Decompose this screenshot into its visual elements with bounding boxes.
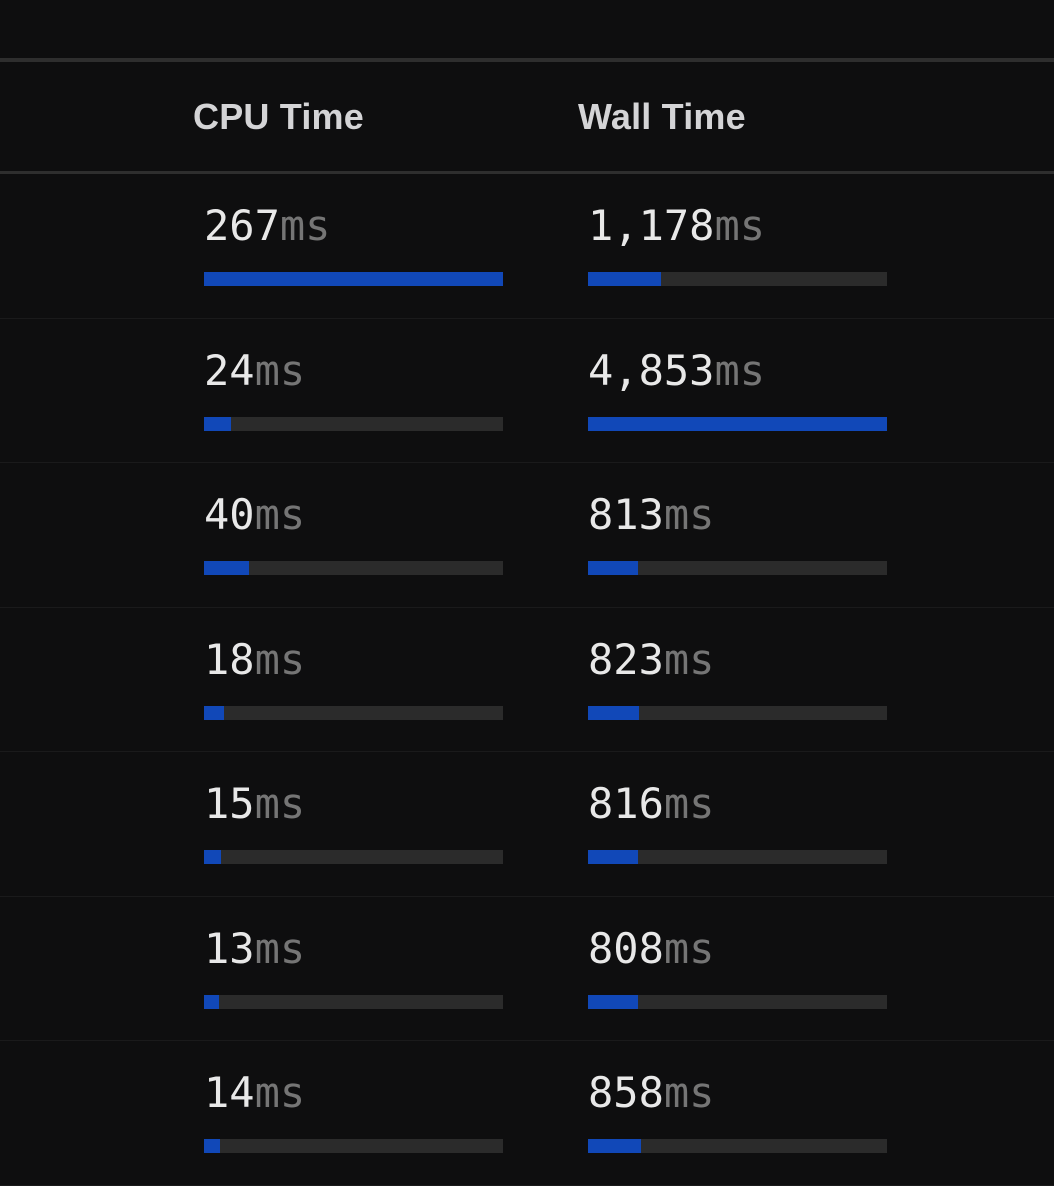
cpu-time-cell: 24ms	[204, 346, 588, 431]
cpu-time-bar-fill	[204, 272, 503, 286]
cpu-time-unit: ms	[254, 779, 306, 828]
wall-time-unit: ms	[714, 201, 766, 250]
cpu-time-number: 24	[204, 345, 255, 395]
wall-time-number: 1,178	[588, 201, 715, 250]
cpu-time-unit: ms	[254, 490, 306, 539]
wall-time-value: 4,853ms	[588, 346, 972, 396]
wall-time-unit: ms	[663, 490, 715, 539]
wall-time-bar-fill	[588, 416, 887, 431]
wall-time-value: 816ms	[588, 779, 972, 829]
wall-time-bar-fill	[588, 994, 638, 1009]
cpu-time-bar-fill	[204, 561, 249, 575]
wall-time-unit: ms	[663, 779, 715, 828]
cpu-time-value: 18ms	[204, 635, 588, 685]
table-row: 15ms 816ms	[0, 752, 1054, 897]
wall-time-number: 808	[588, 923, 664, 973]
wall-time-cell: 816ms	[588, 779, 972, 864]
wall-time-value: 808ms	[588, 924, 972, 974]
wall-time-bar-fill	[588, 1139, 641, 1153]
cpu-time-bar-track	[204, 850, 503, 864]
cpu-time-cell: 267ms	[204, 201, 588, 286]
wall-time-bar-fill	[588, 561, 639, 575]
wall-time-bar-fill	[588, 850, 639, 864]
cpu-time-number: 13	[204, 923, 255, 973]
cpu-time-bar-fill	[204, 850, 221, 864]
wall-time-value: 823ms	[588, 635, 972, 685]
wall-time-bar-track	[588, 272, 887, 286]
cpu-time-value: 13ms	[204, 924, 588, 974]
cpu-time-bar-fill	[204, 705, 225, 720]
table-header-row: CPU Time Wall Time	[0, 62, 1054, 174]
cpu-time-number: 15	[204, 779, 255, 828]
wall-time-value: 813ms	[588, 490, 972, 540]
wall-time-bar-track	[588, 416, 887, 431]
cpu-time-cell: 18ms	[204, 635, 588, 720]
wall-time-bar-fill	[588, 272, 661, 286]
wall-time-number: 823	[588, 634, 664, 684]
wall-time-value: 1,178ms	[588, 201, 972, 251]
wall-time-number: 816	[588, 779, 664, 828]
cpu-time-cell: 13ms	[204, 924, 588, 1009]
wall-time-unit: ms	[663, 634, 715, 684]
column-header-cpu-time[interactable]: CPU Time	[193, 95, 364, 137]
cpu-time-unit: ms	[254, 634, 306, 684]
cpu-time-number: 40	[204, 490, 255, 539]
cpu-time-unit: ms	[254, 923, 306, 973]
cpu-time-bar-fill	[204, 416, 231, 431]
wall-time-bar-track	[588, 1139, 887, 1153]
cpu-time-bar-fill	[204, 1139, 220, 1153]
wall-time-cell: 823ms	[588, 635, 972, 720]
cpu-time-unit: ms	[279, 201, 331, 250]
wall-time-unit: ms	[714, 345, 766, 395]
cpu-time-cell: 15ms	[204, 779, 588, 864]
wall-time-cell: 1,178ms	[588, 201, 972, 286]
cpu-time-number: 14	[204, 1068, 255, 1117]
wall-time-bar-track	[588, 850, 887, 864]
cpu-time-cell: 40ms	[204, 490, 588, 575]
cpu-time-unit: ms	[254, 345, 306, 395]
wall-time-cell: 813ms	[588, 490, 972, 575]
cpu-time-number: 18	[204, 634, 255, 684]
wall-time-number: 4,853	[588, 345, 715, 395]
cpu-time-value: 14ms	[204, 1068, 588, 1118]
wall-time-bar-track	[588, 705, 887, 720]
table-row: 13ms 808ms	[0, 897, 1054, 1041]
wall-time-value: 858ms	[588, 1068, 972, 1118]
wall-time-bar-track	[588, 994, 887, 1009]
table-row: 24ms 4,853ms	[0, 319, 1054, 463]
wall-time-bar-track	[588, 561, 887, 575]
wall-time-cell: 808ms	[588, 924, 972, 1009]
table-row: 40ms 813ms	[0, 463, 1054, 608]
cpu-time-bar-track	[204, 1139, 503, 1153]
wall-time-unit: ms	[663, 923, 715, 973]
wall-time-cell: 858ms	[588, 1068, 972, 1153]
wall-time-unit: ms	[663, 1068, 715, 1117]
cpu-time-bar-track	[204, 705, 503, 720]
cpu-time-value: 40ms	[204, 490, 588, 540]
cpu-time-value: 15ms	[204, 779, 588, 829]
column-header-wall-time[interactable]: Wall Time	[578, 95, 746, 137]
cpu-time-bar-track	[204, 272, 503, 286]
cpu-time-unit: ms	[254, 1068, 306, 1117]
cpu-time-cell: 14ms	[204, 1068, 588, 1153]
cpu-time-bar-track	[204, 561, 503, 575]
wall-time-cell: 4,853ms	[588, 346, 972, 431]
table-row: 14ms 858ms	[0, 1041, 1054, 1186]
table-body: 267ms 1,178ms 24ms 4,853ms	[0, 174, 1054, 1186]
cpu-time-value: 267ms	[204, 201, 588, 251]
table-row: 267ms 1,178ms	[0, 174, 1054, 319]
wall-time-number: 813	[588, 490, 664, 539]
cpu-time-bar-track	[204, 416, 503, 431]
wall-time-number: 858	[588, 1068, 664, 1117]
top-divider-strip	[0, 0, 1054, 62]
cpu-time-number: 267	[204, 201, 280, 250]
cpu-time-value: 24ms	[204, 346, 588, 396]
cpu-time-bar-track	[204, 994, 503, 1009]
table-row: 18ms 823ms	[0, 608, 1054, 752]
cpu-time-bar-fill	[204, 994, 219, 1009]
wall-time-bar-fill	[588, 705, 639, 720]
